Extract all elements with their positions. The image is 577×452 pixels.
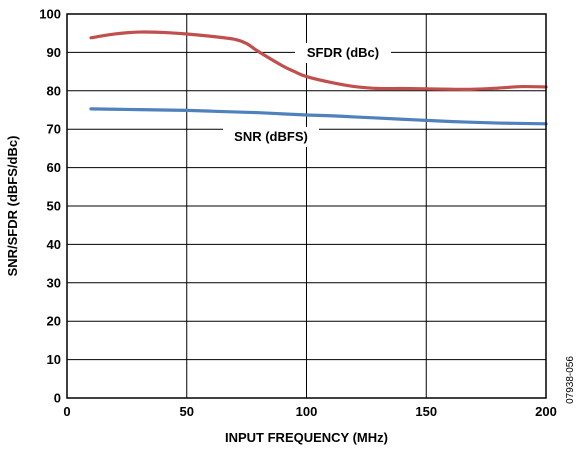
x-tick-label: 50 bbox=[180, 404, 194, 419]
x-tick-label: 100 bbox=[296, 404, 318, 419]
y-axis-title: SNR/SFDR (dBFS/dBc) bbox=[5, 136, 20, 277]
series-line-sfdr bbox=[89, 30, 548, 91]
y-tick-label: 60 bbox=[47, 160, 61, 175]
figure-id: 07938-056 bbox=[565, 356, 576, 404]
x-tick-label: 150 bbox=[415, 404, 437, 419]
series-line-snr bbox=[89, 107, 548, 126]
x-tick-label: 200 bbox=[535, 404, 557, 419]
y-tick-label: 70 bbox=[47, 122, 61, 137]
sfdr-label-background bbox=[295, 43, 391, 63]
snr-label-background bbox=[223, 127, 319, 147]
y-tick-label: 10 bbox=[47, 352, 61, 367]
sfdr-label: SFDR (dBc) bbox=[307, 45, 379, 60]
y-tick-label: 90 bbox=[47, 45, 61, 60]
series-labels: SFDR (dBc) SNR (dBFS) bbox=[223, 43, 391, 147]
y-tick-label: 40 bbox=[47, 237, 61, 252]
y-tick-label: 20 bbox=[47, 314, 61, 329]
snr-label: SNR (dBFS) bbox=[234, 129, 308, 144]
y-tick-label: 100 bbox=[39, 7, 61, 22]
tick-labels: 0 50 100 150 200 0 10 20 30 40 50 60 70 80 90 100 bbox=[39, 7, 557, 420]
series-lines bbox=[89, 30, 548, 126]
y-tick-label: 80 bbox=[47, 83, 61, 98]
y-tick-label: 50 bbox=[47, 199, 61, 214]
grid bbox=[67, 14, 546, 398]
x-tick-label: 0 bbox=[63, 404, 70, 419]
x-axis-title: INPUT FREQUENCY (MHz) bbox=[225, 430, 388, 445]
y-tick-label: 0 bbox=[54, 391, 61, 406]
plot-frame bbox=[66, 13, 547, 399]
y-tick-label: 30 bbox=[47, 275, 61, 290]
